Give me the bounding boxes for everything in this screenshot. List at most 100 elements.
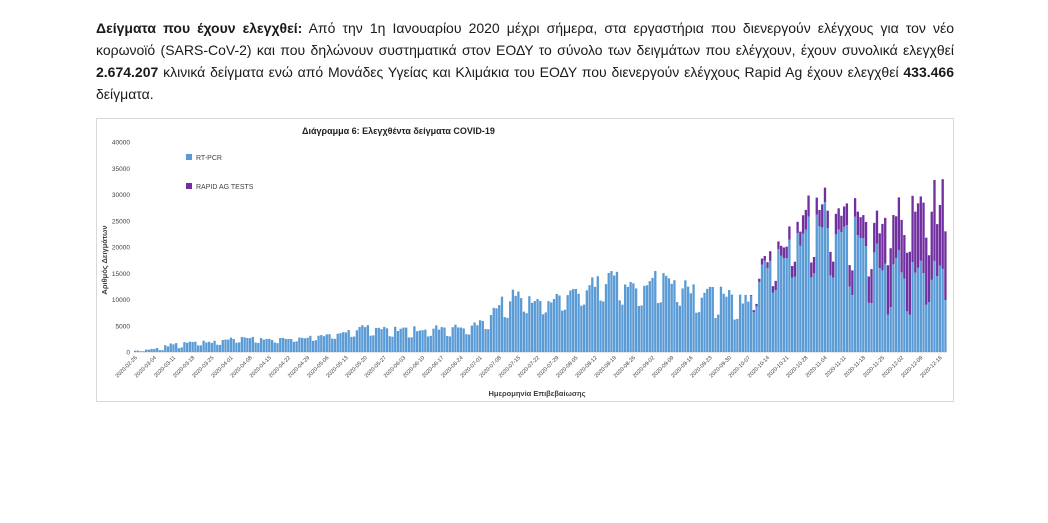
- bar-pcr: [492, 307, 495, 352]
- pcr-total: 2.674.207: [96, 64, 159, 80]
- bar-pcr: [287, 338, 290, 352]
- bar-pcr: [394, 326, 397, 352]
- y-tick-label: 25000: [112, 218, 130, 225]
- bar-pcr: [640, 305, 643, 352]
- bar-rapid: [867, 276, 870, 303]
- bar-pcr: [459, 327, 463, 352]
- bar-pcr: [637, 306, 641, 352]
- bar-pcr: [309, 335, 312, 352]
- bar-rapid: [933, 179, 936, 261]
- bar-pcr: [848, 286, 851, 352]
- bar-pcr: [478, 320, 482, 352]
- bar-rapid: [837, 208, 840, 230]
- bar-pcr: [216, 344, 219, 352]
- bar-pcr: [232, 339, 235, 352]
- bar-pcr: [328, 334, 331, 352]
- bar-rapid: [903, 235, 906, 279]
- bar-pcr: [897, 249, 901, 352]
- bar-pcr: [199, 345, 203, 352]
- bar-rapid: [848, 265, 851, 287]
- bar-pcr: [336, 333, 339, 352]
- bar-pcr: [539, 301, 542, 352]
- bar-pcr: [519, 298, 523, 352]
- bar-pcr: [621, 304, 624, 352]
- bar-pcr: [870, 303, 873, 352]
- bar-pcr: [150, 348, 153, 352]
- bar-pcr: [177, 348, 181, 352]
- bar-pcr: [684, 280, 687, 352]
- bar-pcr: [139, 351, 142, 352]
- bar-pcr: [832, 277, 835, 352]
- bar-pcr: [361, 325, 364, 352]
- bar-pcr: [593, 286, 597, 352]
- bar-rapid: [862, 215, 865, 239]
- bar-pcr: [749, 296, 753, 352]
- bar-pcr: [224, 339, 227, 352]
- bar-rapid: [922, 202, 925, 274]
- bar-pcr: [648, 281, 651, 352]
- bar-rapid: [760, 258, 764, 265]
- bar-pcr: [736, 318, 739, 352]
- bar-pcr: [467, 334, 471, 352]
- bar-rapid: [853, 198, 857, 217]
- bar-pcr: [730, 294, 734, 352]
- bar-pcr: [563, 309, 567, 352]
- bar-pcr: [522, 311, 526, 352]
- bar-pcr: [407, 337, 411, 352]
- paragraph-lead: Δείγματα που έχουν ελεγχθεί:: [96, 20, 303, 36]
- bar-pcr: [580, 305, 583, 352]
- bar-pcr: [218, 344, 222, 352]
- bar-pcr: [826, 228, 829, 352]
- bar-pcr: [262, 339, 265, 352]
- bar-pcr: [717, 314, 720, 352]
- y-tick-label: 0: [126, 350, 130, 357]
- bar-pcr: [429, 335, 432, 352]
- bar-rapid: [927, 255, 931, 303]
- bar-pcr: [205, 342, 208, 352]
- bar-pcr: [457, 327, 460, 352]
- bar-pcr: [938, 265, 942, 352]
- paragraph-text-3: δείγματα.: [96, 86, 154, 102]
- bar-pcr: [191, 342, 194, 352]
- bar-pcr: [284, 338, 287, 352]
- bar-rapid: [774, 280, 777, 291]
- bar-pcr: [383, 326, 386, 352]
- bar-pcr: [859, 237, 862, 352]
- bar-rapid: [919, 196, 922, 261]
- bar-pcr: [725, 296, 728, 352]
- bar-pcr: [659, 302, 662, 352]
- bar-pcr: [851, 295, 854, 352]
- bar-pcr: [550, 302, 553, 352]
- bar-pcr: [566, 295, 569, 352]
- bar-pcr: [936, 275, 939, 352]
- bar-pcr: [180, 347, 183, 352]
- bar-rapid: [777, 241, 780, 250]
- bar-pcr: [388, 336, 391, 352]
- bar-pcr: [755, 306, 758, 352]
- bar-pcr: [399, 328, 402, 352]
- bar-pcr: [771, 292, 775, 352]
- bar-rapid: [870, 269, 873, 304]
- bar-pcr: [268, 338, 271, 352]
- bar-pcr: [892, 264, 895, 352]
- bar-rapid: [884, 217, 887, 264]
- bar-pcr: [276, 343, 279, 352]
- bar-pcr: [626, 286, 630, 352]
- bar-pcr: [738, 294, 742, 352]
- bar-pcr: [719, 286, 723, 352]
- bar-pcr: [552, 299, 556, 352]
- bar-pcr: [265, 338, 268, 352]
- bar-pcr: [352, 336, 356, 352]
- bar-pcr: [925, 304, 928, 352]
- bar-pcr: [147, 349, 151, 352]
- bar-pcr: [391, 336, 394, 352]
- bar-pcr: [654, 270, 657, 352]
- bar-rapid: [785, 246, 788, 259]
- bar-pcr: [311, 340, 315, 352]
- bar-pcr: [134, 350, 137, 352]
- bar-pcr: [785, 258, 788, 352]
- legend-swatch-pcr: [186, 154, 192, 160]
- bar-pcr: [489, 315, 493, 352]
- bar-rapid: [842, 206, 846, 227]
- bar-pcr: [487, 329, 490, 352]
